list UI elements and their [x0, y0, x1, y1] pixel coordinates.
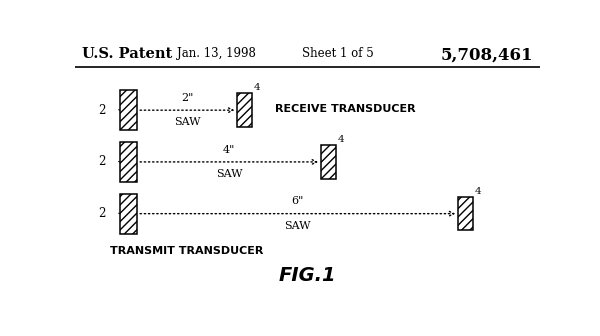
- Text: 4: 4: [254, 83, 260, 92]
- Text: Sheet 1 of 5: Sheet 1 of 5: [302, 47, 374, 60]
- Bar: [119, 142, 137, 182]
- Bar: [237, 93, 252, 127]
- Bar: [458, 197, 473, 230]
- Bar: [119, 90, 137, 130]
- Text: U.S. Patent: U.S. Patent: [82, 47, 172, 61]
- Text: FIG.1: FIG.1: [278, 266, 337, 285]
- Text: 2: 2: [98, 207, 106, 220]
- Text: 4": 4": [223, 145, 235, 155]
- Text: 6": 6": [292, 197, 304, 206]
- Text: 2: 2: [98, 156, 106, 168]
- Text: 4: 4: [338, 135, 344, 144]
- Bar: [321, 145, 336, 179]
- Text: SAW: SAW: [216, 169, 242, 179]
- Text: 2": 2": [181, 93, 193, 103]
- Text: SAW: SAW: [174, 117, 200, 127]
- Text: RECEIVE TRANSDUCER: RECEIVE TRANSDUCER: [275, 104, 416, 114]
- Bar: [119, 194, 137, 234]
- Text: 5,708,461: 5,708,461: [440, 47, 533, 64]
- Text: Jan. 13, 1998: Jan. 13, 1998: [178, 47, 256, 60]
- Text: 4: 4: [475, 186, 482, 196]
- Text: SAW: SAW: [284, 221, 311, 231]
- Text: 2: 2: [98, 104, 106, 117]
- Text: TRANSMIT TRANSDUCER: TRANSMIT TRANSDUCER: [110, 246, 263, 256]
